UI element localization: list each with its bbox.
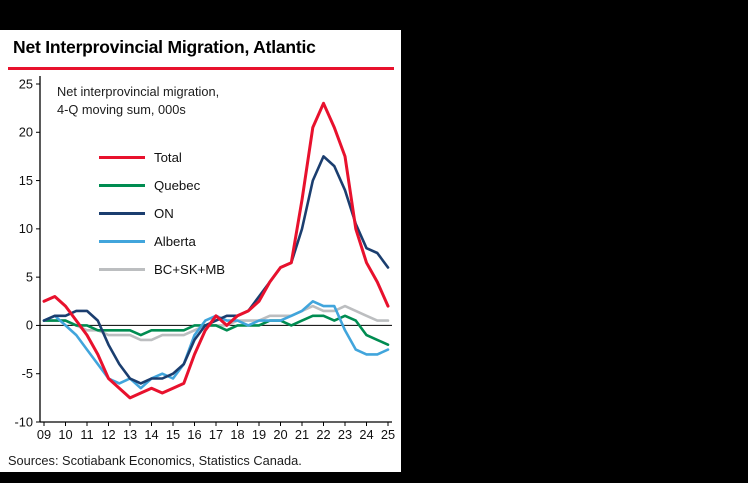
x-tick-label: 13 xyxy=(123,427,137,442)
title-underline xyxy=(8,67,394,70)
x-tick-label: 18 xyxy=(230,427,244,442)
legend-swatch-total xyxy=(99,155,145,159)
y-tick-label: 5 xyxy=(26,269,33,284)
legend-swatch-alberta xyxy=(99,239,145,243)
legend-item-total: Total xyxy=(99,143,225,171)
y-tick-label: 15 xyxy=(19,173,33,188)
x-tick-label: 14 xyxy=(144,427,158,442)
legend-item-quebec: Quebec xyxy=(99,171,225,199)
x-tick-label: 24 xyxy=(359,427,373,442)
legend-swatch-bc-sk-mb xyxy=(99,267,145,271)
legend-item-alberta: Alberta xyxy=(99,227,225,255)
legend: Total Quebec ON Alberta BC+SK+MB xyxy=(99,143,225,283)
legend-label-bc-sk-mb: BC+SK+MB xyxy=(154,261,226,277)
x-tick-label: 15 xyxy=(166,427,180,442)
chart-note: Net interprovincial migration, 4-Q movin… xyxy=(57,83,219,119)
legend-swatch-on xyxy=(99,211,145,215)
y-tick-label: 10 xyxy=(19,221,33,236)
x-tick-label: 25 xyxy=(381,427,395,442)
y-tick-label: 25 xyxy=(19,76,33,91)
chart-panel: Net Interprovincial Migration, Atlantic … xyxy=(0,30,401,472)
x-tick-label: 10 xyxy=(58,427,72,442)
x-tick-label: 20 xyxy=(273,427,287,442)
x-tick-label: 09 xyxy=(37,427,51,442)
legend-label-quebec: Quebec xyxy=(154,177,201,193)
legend-item-bc-sk-mb: BC+SK+MB xyxy=(99,255,225,283)
y-tick-label: -5 xyxy=(22,366,33,381)
legend-swatch-quebec xyxy=(99,183,145,187)
x-tick-label: 16 xyxy=(187,427,201,442)
chart-note-line-2: 4-Q moving sum, 000s xyxy=(57,102,186,117)
y-tick-label: -10 xyxy=(15,414,34,429)
x-tick-label: 22 xyxy=(316,427,330,442)
legend-label-total: Total xyxy=(154,149,182,165)
legend-label-alberta: Alberta xyxy=(154,233,196,249)
series-line-total xyxy=(42,101,390,400)
x-tick-label: 17 xyxy=(209,427,223,442)
x-tick-label: 12 xyxy=(101,427,115,442)
y-tick-label: 0 xyxy=(26,318,33,333)
y-tick-label: 20 xyxy=(19,125,33,140)
chart-note-line-1: Net interprovincial migration, xyxy=(57,84,220,99)
x-tick-label: 23 xyxy=(338,427,352,442)
x-tick-label: 19 xyxy=(252,427,266,442)
legend-item-on: ON xyxy=(99,199,225,227)
legend-label-on: ON xyxy=(154,205,174,221)
x-tick-label: 11 xyxy=(80,427,93,442)
chart-title: Net Interprovincial Migration, Atlantic xyxy=(13,37,316,57)
series-line-on xyxy=(42,155,390,385)
x-tick-label: 21 xyxy=(295,427,309,442)
source-note: Sources: Scotiabank Economics, Statistic… xyxy=(8,453,302,468)
